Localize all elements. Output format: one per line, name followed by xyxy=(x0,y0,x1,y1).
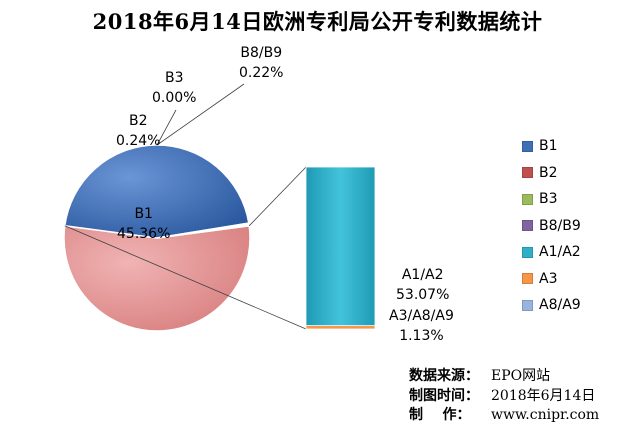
data-label-a1a2-name: A1/A2 xyxy=(396,265,449,285)
data-label-b3: B3 0.00% xyxy=(152,68,196,108)
legend-label-a8a9: A8/A9 xyxy=(539,297,581,313)
legend-label-a1a2: A1/A2 xyxy=(539,244,581,260)
legend-item-a8a9: A8/A9 xyxy=(522,292,581,319)
source-value-maker: www.cnipr.com xyxy=(491,406,599,426)
source-key-date: 制图时间： xyxy=(409,387,491,407)
legend-swatch-b2 xyxy=(522,167,533,178)
legend-swatch-a8a9 xyxy=(522,300,533,311)
source-key-origin: 数据来源： xyxy=(409,367,491,387)
source-row-origin: 数据来源：EPO网站 xyxy=(409,367,599,387)
legend-swatch-a1a2 xyxy=(522,247,533,258)
legend-item-a3: A3 xyxy=(522,266,581,293)
legend-label-a3: A3 xyxy=(539,271,557,287)
data-label-a1a2: A1/A2 53.07% xyxy=(396,265,449,305)
data-label-a3a8a9: A3/A8/A9 1.13% xyxy=(389,306,454,346)
source-row-date: 制图时间：2018年6月14日 xyxy=(409,387,599,407)
connector-line-top xyxy=(249,167,306,226)
data-label-a3a8a9-value: 1.13% xyxy=(389,326,454,346)
source-note: 数据来源：EPO网站 制图时间：2018年6月14日 制 作：www.cnipr… xyxy=(409,367,599,426)
data-label-b8b9-value: 0.22% xyxy=(239,63,283,83)
legend-label-b1: B1 xyxy=(539,138,558,154)
source-value-origin: EPO网站 xyxy=(491,367,550,387)
stacked-bar xyxy=(306,167,375,329)
data-label-b1: B1 45.36% xyxy=(117,204,170,244)
legend-label-b2: B2 xyxy=(539,165,558,181)
legend-swatch-a3 xyxy=(522,273,533,284)
legend-item-b2: B2 xyxy=(522,160,581,187)
legend-swatch-b1 xyxy=(522,141,533,152)
data-label-b2-name: B2 xyxy=(116,111,160,131)
legend-label-b8b9: B8/B9 xyxy=(539,218,581,234)
bar-segment-a3 xyxy=(306,326,375,329)
legend-item-b3: B3 xyxy=(522,186,581,213)
bar-segment-a1a2 xyxy=(306,167,375,326)
legend-item-a1a2: A1/A2 xyxy=(522,239,581,266)
legend-swatch-b8b9 xyxy=(522,220,533,231)
data-label-b2: B2 0.24% xyxy=(116,111,160,151)
chart-title: 2018年6月14日欧洲专利局公开专利数据统计 xyxy=(0,6,635,36)
data-label-b2-value: 0.24% xyxy=(116,131,160,151)
data-label-b1-value: 45.36% xyxy=(117,224,170,244)
data-label-a3a8a9-name: A3/A8/A9 xyxy=(389,306,454,326)
legend-label-b3: B3 xyxy=(539,191,558,207)
data-label-b8b9-name: B8/B9 xyxy=(239,43,283,63)
legend-swatch-b3 xyxy=(522,194,533,205)
legend-item-b1: B1 xyxy=(522,133,581,160)
legend-item-b8b9: B8/B9 xyxy=(522,213,581,240)
data-label-b3-name: B3 xyxy=(152,68,196,88)
source-key-maker: 制 作： xyxy=(409,406,491,426)
source-value-date: 2018年6月14日 xyxy=(491,387,595,407)
source-row-maker: 制 作：www.cnipr.com xyxy=(409,406,599,426)
data-label-b3-value: 0.00% xyxy=(152,88,196,108)
chart-legend: B1 B2 B3 B8/B9 A1/A2 A3 A8/A9 xyxy=(522,133,581,319)
data-label-b1-name: B1 xyxy=(117,204,170,224)
data-label-a1a2-value: 53.07% xyxy=(396,285,449,305)
data-label-b8b9: B8/B9 0.22% xyxy=(239,43,283,83)
